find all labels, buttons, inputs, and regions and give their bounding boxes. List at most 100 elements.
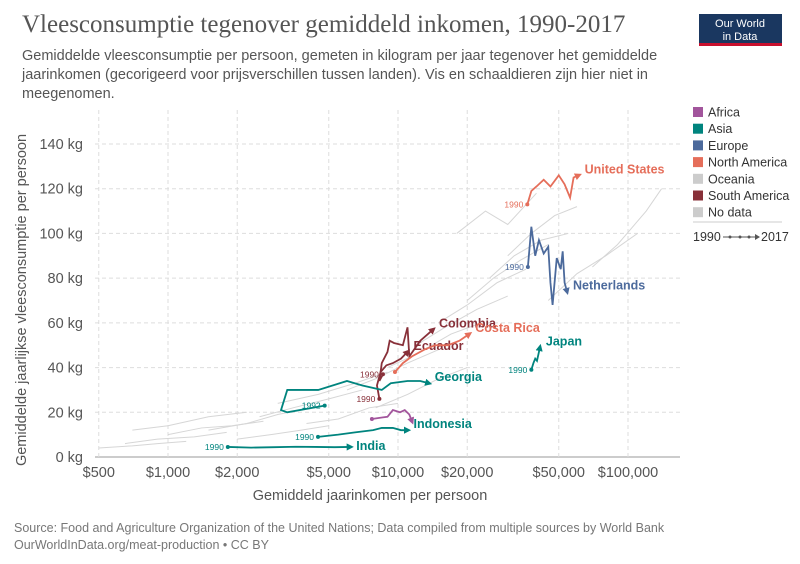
chart-title: Vleesconsumptie tegenover gemiddeld inko… [22, 11, 625, 38]
legend-item-oceania[interactable]: Oceania [693, 172, 755, 186]
series-line[interactable] [227, 443, 354, 451]
timeline-legend[interactable]: 1990 2017 [693, 230, 789, 244]
source-line-2[interactable]: OurWorldInData.org/meat-production • CC … [14, 538, 270, 552]
x-tick-label: $100,000 [598, 465, 658, 481]
series-start-label: 1990 [295, 432, 314, 442]
series-start-label: 1990 [360, 369, 379, 379]
legend-swatch [693, 207, 703, 218]
timeline-start: 1990 [693, 230, 721, 244]
series-start-point [369, 416, 374, 421]
timeline-arrow-icon [755, 234, 760, 240]
highlighted-series: 1990 United States 1990 Netherlands 1990 Japa… [205, 162, 665, 453]
series-start-point [525, 264, 530, 269]
legend-swatch [693, 140, 703, 151]
logo-line-2: in Data [723, 31, 759, 43]
other-countries [98, 188, 663, 449]
owid-logo[interactable]: Our World in Data [699, 14, 782, 46]
series-label: Netherlands [573, 279, 645, 293]
legend: Africa Asia Europe North America Oceania Sout… [693, 106, 789, 220]
x-tick-label: $50,000 [533, 465, 585, 481]
series-line[interactable] [378, 327, 436, 382]
series-line[interactable] [371, 408, 414, 425]
y-tick-label: 120 kg [39, 182, 83, 198]
other-country-line [438, 268, 527, 324]
subtitle-line-3: meegenomen. [22, 86, 115, 102]
series-start-point [525, 202, 530, 207]
series-start-label: 1992 [302, 401, 321, 411]
y-tick-label: 100 kg [39, 226, 83, 242]
series-africa[interactable] [369, 408, 414, 425]
series-india[interactable]: 1990 India [205, 439, 387, 453]
series-start-point [392, 370, 397, 375]
series-start-point [316, 434, 321, 439]
series-label: United States [585, 162, 665, 176]
x-tick-label: $500 [83, 465, 115, 481]
other-country-line [259, 389, 363, 418]
other-country-line [277, 371, 388, 404]
legend-item-africa[interactable]: Africa [693, 106, 740, 120]
timeline-dot [738, 235, 742, 239]
series-line[interactable] [376, 349, 411, 400]
logo-line-1: Our World [715, 18, 765, 30]
y-tick-label: 20 kg [48, 405, 83, 421]
series-indonesia[interactable]: 1990 Indonesia [295, 417, 473, 442]
series-costa-rica[interactable]: Costa Rica [392, 321, 541, 375]
x-axis-label: Gemiddeld jaarinkomen per persoon [253, 488, 488, 504]
legend-item-north-america[interactable]: North America [693, 156, 787, 170]
series-label: Japan [546, 334, 582, 348]
legend-item-no-data[interactable]: No data [693, 206, 752, 220]
series-start-label: 1990 [356, 394, 375, 404]
series-japan[interactable]: 1990 Japan [508, 334, 582, 374]
legend-item-south-america[interactable]: South America [693, 189, 789, 203]
other-country-line [132, 411, 247, 431]
legend-swatch [693, 123, 703, 134]
y-axis-label: Gemiddelde jaarlijkse vleesconsumptie pe… [14, 134, 30, 466]
legend-item-asia[interactable]: Asia [693, 122, 732, 136]
y-tick-label: 60 kg [48, 316, 83, 332]
series-start-label: 1990 [504, 199, 523, 209]
legend-item-europe[interactable]: Europe [693, 139, 748, 153]
y-tick-label: 80 kg [48, 271, 83, 287]
legend-label: Europe [708, 139, 748, 153]
series-colombia[interactable]: 1990 Colombia [360, 317, 497, 382]
series-start-point [322, 403, 327, 408]
series-label: Colombia [439, 317, 497, 331]
timeline-dot [728, 235, 732, 239]
series-label: India [356, 439, 386, 453]
series-georgia[interactable]: 1992 Georgia [279, 370, 483, 414]
series-start-label: 1990 [205, 442, 224, 452]
series-label: Indonesia [414, 417, 473, 431]
other-country-line [592, 188, 663, 268]
series-start-point [380, 372, 385, 377]
other-country-line [237, 425, 329, 440]
legend-label: Africa [708, 106, 740, 120]
subtitle-line-1: Gemiddelde vleesconsumptie per persoon, … [22, 48, 657, 64]
x-tick-label: $5,000 [307, 465, 351, 481]
series-line[interactable] [526, 226, 570, 306]
x-tick-label: $2,000 [215, 465, 259, 481]
other-country-line [507, 206, 578, 257]
series-united-states[interactable]: 1990 United States [504, 162, 664, 209]
series-netherlands[interactable]: 1990 Netherlands [505, 226, 645, 306]
other-country-line [387, 322, 482, 369]
series-line[interactable] [530, 343, 543, 371]
other-country-line [415, 295, 508, 346]
series-line[interactable] [394, 331, 473, 373]
legend-label: No data [708, 206, 752, 220]
tick-labels: 0 kg 20 kg 40 kg 60 kg 80 kg 100 kg 120 kg 140 … [39, 137, 658, 481]
series-line[interactable] [279, 378, 433, 414]
series-label: Costa Rica [475, 321, 541, 335]
legend-label: Oceania [708, 172, 755, 186]
series-line[interactable] [317, 426, 412, 438]
logo-accent [699, 43, 782, 46]
y-tick-label: 40 kg [48, 361, 83, 377]
other-country-line [547, 233, 638, 301]
source-line-1: Source: Food and Agriculture Organizatio… [14, 521, 665, 535]
other-country-line [456, 192, 537, 234]
series-line[interactable] [526, 173, 582, 205]
x-tick-label: $1,000 [146, 465, 190, 481]
series-start-label: 1990 [505, 262, 524, 272]
other-country-line [306, 402, 399, 424]
